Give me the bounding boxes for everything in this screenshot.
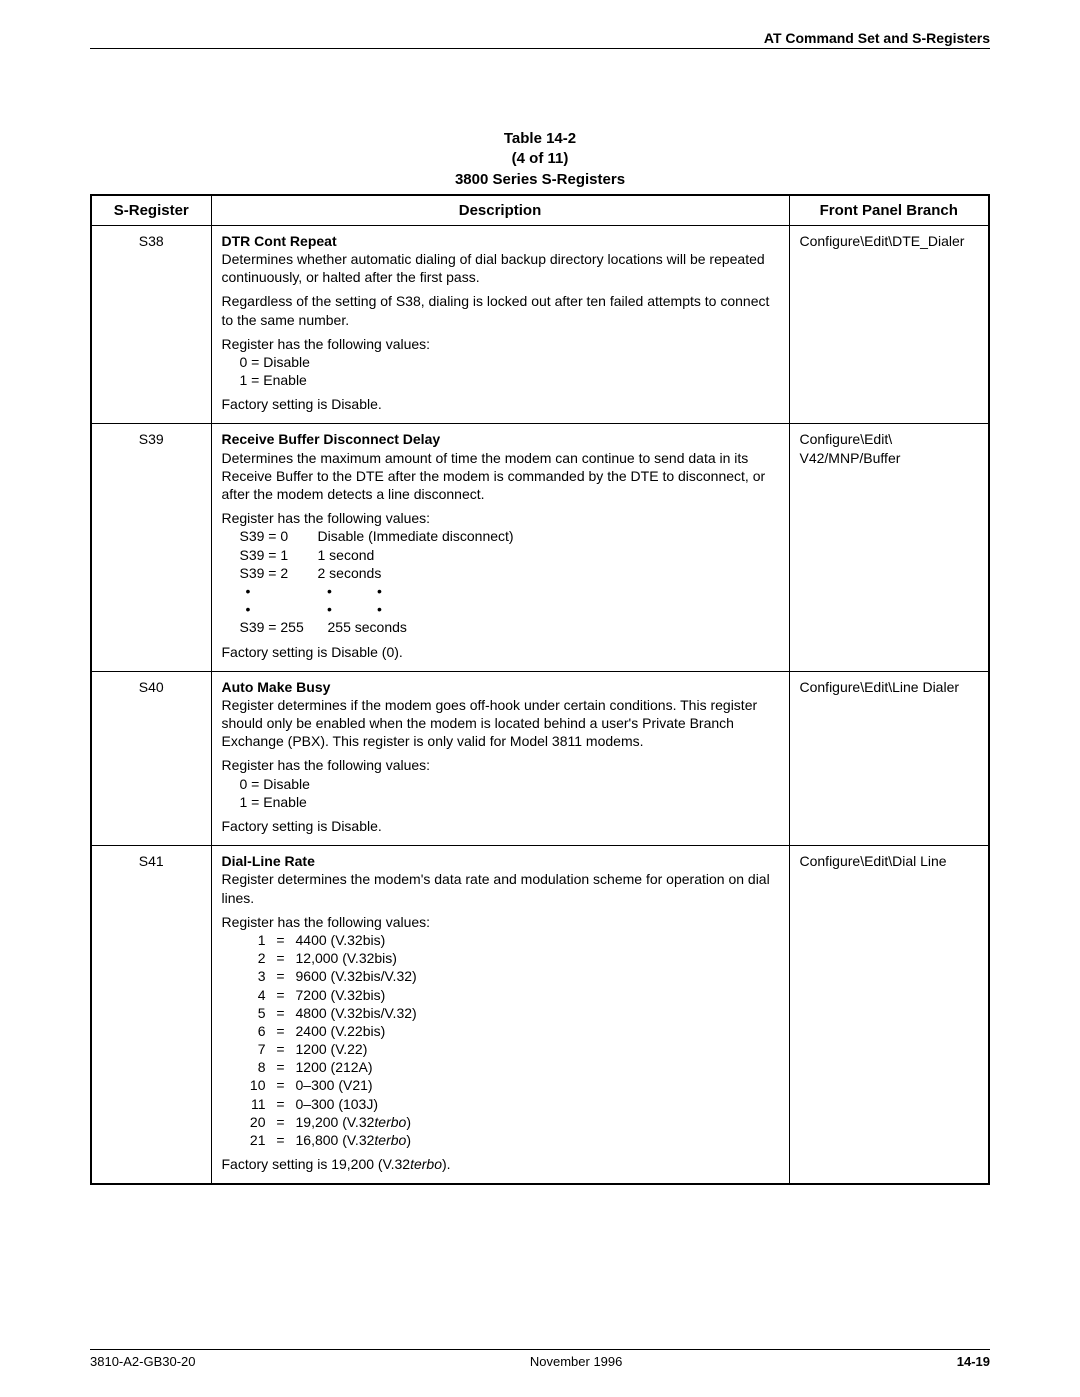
val-line: 0 = Disable bbox=[222, 353, 779, 371]
dots-row: ••• bbox=[240, 600, 779, 618]
val-row: 10=0–300 (V21) bbox=[240, 1076, 779, 1094]
footer-center: November 1996 bbox=[530, 1354, 623, 1369]
branch-cell: Configure\Edit\Dial Line bbox=[789, 846, 989, 1185]
desc-p3: Register has the following values: bbox=[222, 509, 779, 527]
table-header-row: S-Register Description Front Panel Branc… bbox=[91, 195, 989, 226]
desc-cell: DTR Cont Repeat Determines whether autom… bbox=[211, 225, 789, 424]
section-title: AT Command Set and S-Registers bbox=[90, 30, 990, 46]
table-row: S38 DTR Cont Repeat Determines whether a… bbox=[91, 225, 989, 424]
desc-title: Auto Make Busy bbox=[222, 679, 331, 695]
desc-p4: Factory setting is Disable. bbox=[222, 817, 779, 835]
val-row: 6=2400 (V.22bis) bbox=[240, 1022, 779, 1040]
val-row: S39 = 11 second bbox=[240, 546, 779, 564]
footer-right: 14-19 bbox=[957, 1354, 990, 1369]
val-row: S39 = 0Disable (Immediate disconnect) bbox=[240, 527, 779, 545]
desc-cell: Dial-Line Rate Register determines the m… bbox=[211, 846, 789, 1185]
dots-row: ••• bbox=[240, 582, 779, 600]
caption-line3: 3800 Series S-Registers bbox=[90, 170, 990, 190]
val-row: 7=1200 (V.22) bbox=[240, 1040, 779, 1058]
page-header: AT Command Set and S-Registers bbox=[90, 30, 990, 49]
val-row: 1=4400 (V.32bis) bbox=[240, 931, 779, 949]
col-branch: Front Panel Branch bbox=[789, 195, 989, 226]
sreg-cell: S38 bbox=[91, 225, 211, 424]
val-row: 3=9600 (V.32bis/V.32) bbox=[240, 967, 779, 985]
val-row: 8=1200 (212A) bbox=[240, 1058, 779, 1076]
val-row: S39 = 22 seconds bbox=[240, 564, 779, 582]
col-sregister: S-Register bbox=[91, 195, 211, 226]
desc-p2: Regardless of the setting of S38, dialin… bbox=[222, 292, 779, 328]
desc-p1: Determines whether automatic dialing of … bbox=[222, 251, 765, 285]
caption-line2: (4 of 11) bbox=[90, 149, 990, 169]
caption-line1: Table 14-2 bbox=[90, 129, 990, 149]
page-footer: 3810-A2-GB30-20 November 1996 14-19 bbox=[90, 1349, 990, 1369]
desc-title: Receive Buffer Disconnect Delay bbox=[222, 431, 441, 447]
table-row: S41 Dial-Line Rate Register determines t… bbox=[91, 846, 989, 1185]
sregister-table: S-Register Description Front Panel Branc… bbox=[90, 194, 990, 1186]
desc-cell: Receive Buffer Disconnect Delay Determin… bbox=[211, 424, 789, 671]
val-row: 21=16,800 (V.32terbo) bbox=[240, 1131, 779, 1149]
table-caption: Table 14-2 (4 of 11) 3800 Series S-Regis… bbox=[90, 129, 990, 190]
sreg-cell: S41 bbox=[91, 846, 211, 1185]
desc-cell: Auto Make Busy Register determines if th… bbox=[211, 671, 789, 846]
branch-cell: Configure\Edit\DTE_Dialer bbox=[789, 225, 989, 424]
desc-p3: Register has the following values: bbox=[222, 913, 779, 931]
val-row: 2=12,000 (V.32bis) bbox=[240, 949, 779, 967]
val-line: 1 = Enable bbox=[222, 371, 779, 389]
val-row: 20=19,200 (V.32terbo) bbox=[240, 1113, 779, 1131]
branch-cell: Configure\Edit\Line Dialer bbox=[789, 671, 989, 846]
val-row: S39 = 255255 seconds bbox=[240, 618, 779, 636]
sreg-cell: S39 bbox=[91, 424, 211, 671]
col-description: Description bbox=[211, 195, 789, 226]
desc-p1: Register determines if the modem goes of… bbox=[222, 697, 758, 749]
branch-cell: Configure\Edit\ V42/MNP/Buffer bbox=[789, 424, 989, 671]
val-line: 1 = Enable bbox=[222, 793, 779, 811]
footer-left: 3810-A2-GB30-20 bbox=[90, 1354, 196, 1369]
desc-p3: Register has the following values: bbox=[222, 756, 779, 774]
sreg-cell: S40 bbox=[91, 671, 211, 846]
desc-p4: Factory setting is 19,200 (V.32terbo). bbox=[222, 1155, 779, 1173]
desc-p4: Factory setting is Disable (0). bbox=[222, 643, 779, 661]
table-row: S40 Auto Make Busy Register determines i… bbox=[91, 671, 989, 846]
desc-p3: Register has the following values: bbox=[222, 335, 779, 353]
desc-title: Dial-Line Rate bbox=[222, 853, 315, 869]
val-row: 4=7200 (V.32bis) bbox=[240, 986, 779, 1004]
val-line: 0 = Disable bbox=[222, 775, 779, 793]
desc-title: DTR Cont Repeat bbox=[222, 233, 337, 249]
desc-p1: Determines the maximum amount of time th… bbox=[222, 450, 766, 502]
desc-p1: Register determines the modem's data rat… bbox=[222, 871, 770, 905]
table-row: S39 Receive Buffer Disconnect Delay Dete… bbox=[91, 424, 989, 671]
val-row: 11=0–300 (103J) bbox=[240, 1095, 779, 1113]
desc-p4: Factory setting is Disable. bbox=[222, 395, 779, 413]
val-row: 5=4800 (V.32bis/V.32) bbox=[240, 1004, 779, 1022]
